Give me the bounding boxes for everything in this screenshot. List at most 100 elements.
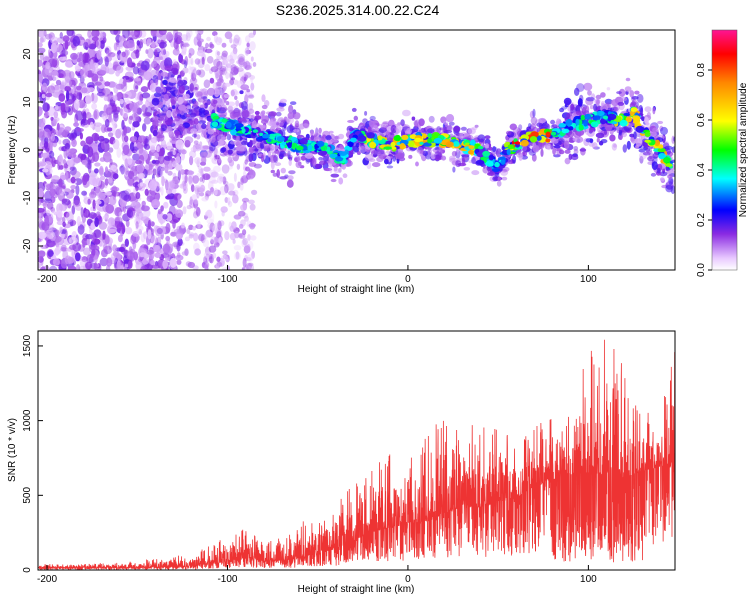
spectrogram-cell [288,159,292,166]
spectrogram-cell [208,255,213,264]
spectrogram-cell [439,127,445,131]
spectrogram-cell [532,108,536,118]
spectrogram-cell [135,221,139,229]
spectrogram-cell [116,223,122,232]
spectrogram-cell [126,128,130,133]
spectrogram-cell [208,245,217,253]
spectrogram-cell [48,213,54,223]
spectrogram-cell [244,72,252,78]
spectrogram-cell [334,135,340,141]
spectrogram-cell [162,243,171,254]
spectrogram-cell [176,242,181,252]
spectrogram-cell [514,141,521,145]
spectrogram-cell [193,232,199,242]
spectrogram-cell [144,142,148,149]
spectrogram-cell [61,232,65,239]
spectrogram-cell [164,155,173,161]
spectrogram-cell [58,178,63,188]
spectrogram-cell [214,187,218,196]
spectrogram-cell [570,103,575,111]
spectrogram-cell [593,103,598,112]
spectrogram-cell [187,65,192,75]
spectrogram-cell [102,215,109,220]
spectrogram-cell [395,125,402,133]
spectrogram-cell [166,31,173,41]
spectrogram-cell [193,140,199,145]
spectrogram-cell [193,185,201,192]
spectrogram-cell [54,247,60,256]
spectrogram-cell [160,71,168,77]
spectrogram-cell [73,157,82,164]
spectrogram-cell [42,168,49,173]
spectrogram-cell [157,236,162,247]
spectrogram-cell [91,248,96,256]
spectrogram-cell [125,226,133,235]
spectrogram-cell [150,259,155,266]
spectrogram-cell [190,57,194,66]
spectrogram-cell [131,200,137,206]
spectrogram-cell [178,104,187,111]
spectrogram-cell [383,146,393,150]
spectrogram-cell [255,136,265,140]
spectrogram-cell [197,58,205,69]
spectrogram-cell [427,128,435,134]
spectrogram-cell [38,106,43,117]
spectrogram-cell [230,44,237,49]
spectrogram-cell [69,166,75,171]
spectrogram-cell [215,36,222,46]
spectrogram-cell [575,110,584,116]
spectrogram-cell [642,151,651,156]
spectrogram-cell [182,41,189,46]
spectrogram-cell [192,83,200,92]
spectrogram-cell [392,155,396,162]
spectrogram-cell [418,118,425,127]
spectrogram-cell [652,127,659,133]
spectrogram-cell [194,143,201,152]
spectrogram-cell [274,149,280,154]
spectrogram-cell [148,139,157,148]
spectrogram-cell [51,175,60,183]
spectrogram-cell [248,168,253,177]
spectrogram-cell [137,172,145,179]
spectrogram-cell [229,51,238,61]
spectrogram-cell [52,118,58,124]
spectrogram-cell [205,42,209,49]
spectrogram-cell [56,210,63,218]
spectrogram-cell [338,167,342,173]
spectrogram-cell [248,223,256,228]
spectrogram-cell [242,229,247,236]
spectrogram-cell [58,93,66,102]
spectrogram-cell [334,136,339,140]
spectrogram-cell [596,106,601,111]
spectrogram-cell [132,120,140,128]
spectrogram-cell [188,52,192,59]
spectrogram-cell [536,122,543,128]
spectrogram-cell [59,226,63,234]
spectrogram-cell [108,177,113,184]
spectrogram-cell [58,188,66,196]
spectrogram-cell [213,88,220,98]
spectrogram-cell [239,183,244,191]
spectrogram-cell [76,264,81,270]
spectrogram-cell [238,117,247,122]
spectrogram-cell [203,46,208,53]
spectrogram-cell [199,141,203,147]
spectrogram-cell [193,198,199,209]
spectrogram-cell [342,173,348,178]
spectrogram-cell [69,244,77,251]
spectrogram-cell [585,138,593,143]
spectrogram-cell [233,252,241,261]
spectrogram-cell [132,66,140,75]
spectrogram-cell [210,66,219,73]
spectrogram-cell [193,89,198,93]
spectrogram-cell [91,93,98,104]
spectrogram-cell [94,81,102,86]
spectrogram-cell [67,132,74,139]
spectrogram-cell [214,200,218,209]
spectrogram-cell [254,110,260,115]
spectrogram-cell [417,146,425,151]
spectrogram-cell [225,101,230,106]
spectrogram-cell [550,142,554,150]
spectrogram-cell [347,119,355,123]
spectrogram-cell [99,257,109,267]
